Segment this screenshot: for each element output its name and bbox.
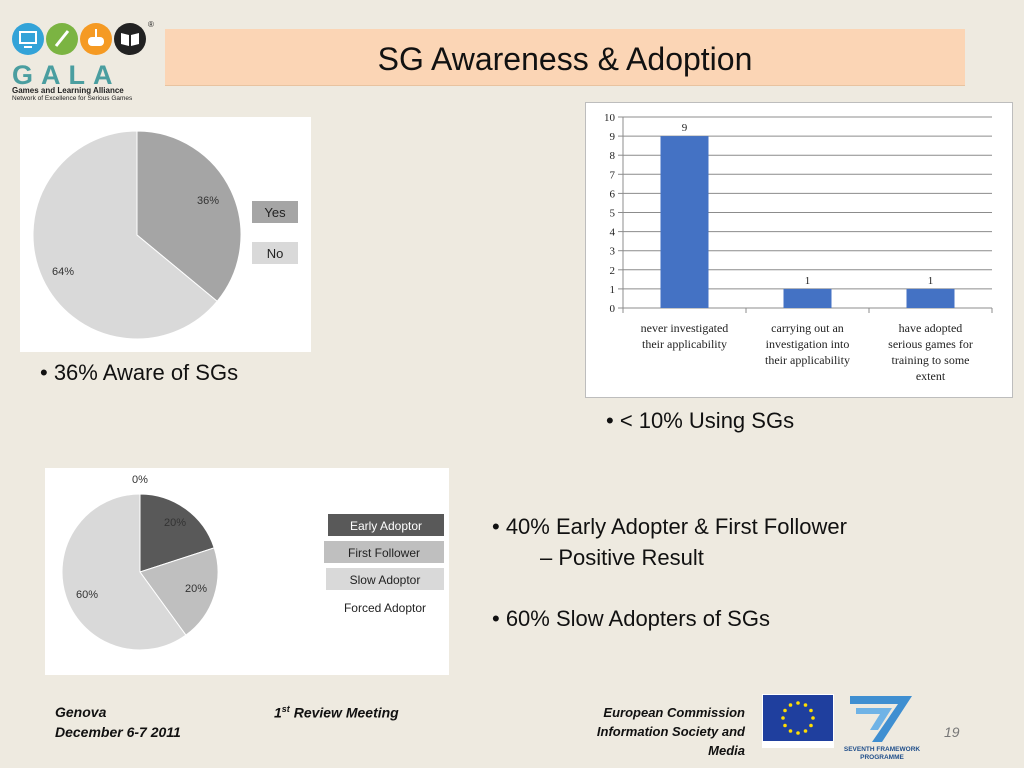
bullet-slow-adopters: • 60% Slow Adopters of SGs: [492, 606, 770, 631]
meeting-number: 1: [274, 704, 282, 721]
x-category-label: extent: [916, 369, 946, 383]
ec-line2: Information Society and: [596, 724, 745, 739]
page-number: 19: [944, 724, 960, 740]
title-bar: SG Awareness & Adoption: [165, 29, 965, 86]
logo-wordmark: GALA: [12, 60, 121, 90]
fp7-logo: SEVENTH FRAMEWORK PROGRAMME: [842, 692, 922, 762]
x-category-label: their applicability: [642, 337, 727, 351]
legend-label: Early Adoptor: [350, 519, 422, 533]
eu-star: [803, 703, 808, 707]
legend-swatch: [328, 514, 444, 536]
eu-flag-icon: [762, 694, 834, 748]
ec-line1: European Commission: [603, 705, 745, 720]
awareness-pie-chart: 36% 64% Yes No: [20, 117, 311, 352]
pie-slice-label: 64%: [52, 266, 74, 278]
eu-star: [796, 701, 800, 705]
bar-data-label: 1: [928, 275, 934, 287]
pie-slice: [32, 130, 218, 340]
x-category-label: have adopted: [899, 321, 963, 335]
bullet-aware: • 36% Aware of SGs: [40, 360, 239, 385]
footer-meeting: 1st Review Meeting: [274, 704, 399, 721]
pie-slice: [61, 493, 187, 651]
footer-city: Genova: [55, 704, 107, 720]
bar: [783, 288, 832, 308]
logo-tagline: Network of Excellence for Serious Games: [12, 95, 133, 102]
legend-label: Yes: [264, 205, 286, 220]
bullet-early-adopter-cont: – Positive Result: [540, 545, 704, 570]
x-category-label: investigation into: [766, 337, 850, 351]
pie-slice: [139, 547, 219, 636]
eu-star: [788, 729, 793, 733]
usage-bar-svg: 0 1 2 3 4 5 6 7 8 9 10 9 never investigated their app…: [604, 112, 993, 383]
x-category-label: their applicability: [765, 353, 850, 367]
gala-logo: ®: [8, 18, 158, 106]
bar-data-label: 9: [682, 122, 688, 134]
pie-slice-label: 36%: [197, 195, 219, 207]
eu-star: [796, 731, 800, 735]
y-tick-label: 0: [610, 303, 616, 315]
meeting-label: Review Meeting: [289, 704, 399, 721]
ec-line3: Media: [708, 743, 745, 758]
pie-slice-label: 60%: [76, 589, 98, 601]
eu-star: [809, 723, 813, 728]
eu-star: [803, 729, 808, 733]
footer-ec: European Commission Information Society …: [540, 703, 745, 760]
legend-swatch: [324, 541, 444, 563]
adoption-pie-chart: 20% 20% 60% 0% Early Adoptor First Follower Sl…: [45, 468, 449, 675]
fp7-line2: PROGRAMME: [860, 754, 904, 761]
y-tick-label: 8: [610, 150, 616, 162]
monitor-icon: [12, 23, 44, 55]
y-tick-label: 7: [610, 169, 616, 181]
eu-star: [783, 708, 787, 713]
pie-slice: [139, 493, 215, 573]
y-tick-label: 5: [610, 208, 616, 220]
eu-star: [781, 716, 785, 720]
x-category-label: serious games for: [888, 337, 973, 351]
logo-subtitle: Games and Learning Alliance: [12, 86, 124, 95]
legend-swatch: [252, 242, 298, 264]
y-tick-label: 6: [610, 188, 616, 200]
slide-title: SG Awareness & Adoption: [377, 41, 753, 77]
bullet-early-adopter: • 40% Early Adopter & First Follower: [492, 514, 847, 539]
book-icon: [114, 23, 146, 55]
fp7-line1: SEVENTH FRAMEWORK: [844, 746, 921, 753]
y-tick-label: 9: [610, 131, 616, 143]
bullet-using: • < 10% Using SGs: [606, 408, 795, 433]
usage-bar-chart: 0 1 2 3 4 5 6 7 8 9 10 9 never investigated their app…: [585, 102, 1013, 398]
y-tick-label: 3: [610, 246, 616, 258]
pie-slice-label: 20%: [185, 583, 207, 595]
bar-data-label: 1: [805, 275, 811, 287]
legend-swatch: [325, 596, 445, 618]
eu-star: [811, 716, 815, 720]
footer-date: December 6-7 2011: [55, 724, 181, 740]
x-category-label: training to some: [892, 353, 970, 367]
legend-label: Slow Adoptor: [350, 573, 421, 587]
bar: [660, 136, 709, 308]
pie-slice: [136, 130, 242, 302]
legend-label: No: [267, 246, 284, 261]
y-tick-label: 2: [610, 265, 616, 277]
x-category-label: never investigated: [641, 321, 729, 335]
svg-text:®: ®: [148, 20, 154, 29]
awareness-pie-svg: 36% 64% Yes No: [32, 130, 298, 340]
legend-swatch: [252, 201, 298, 223]
meeting-ordinal: st: [281, 704, 290, 714]
y-tick-label: 4: [610, 227, 616, 239]
eu-star: [788, 703, 793, 707]
y-tick-label: 1: [610, 284, 616, 296]
x-category-label: carrying out an: [771, 321, 844, 335]
eu-star: [809, 708, 813, 713]
adoption-pie-svg: 20% 20% 60% 0% Early Adoptor First Follower Sl…: [61, 474, 445, 651]
y-tick-label: 10: [604, 112, 616, 124]
legend-swatch: [326, 568, 444, 590]
bar: [906, 288, 955, 308]
pie-slice-label: 0%: [132, 474, 148, 486]
eu-star: [783, 723, 787, 728]
pie-slice-label: 20%: [164, 517, 186, 529]
legend-label: First Follower: [348, 546, 420, 560]
legend-label: Forced Adoptor: [344, 601, 426, 615]
